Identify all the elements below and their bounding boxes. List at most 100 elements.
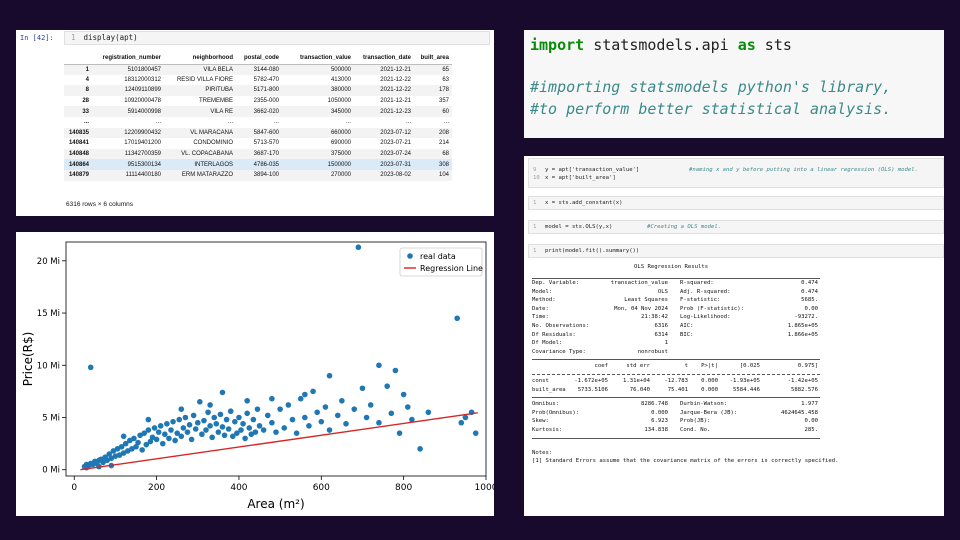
data-point	[285, 402, 292, 408]
row-index: 140848	[64, 148, 92, 160]
module-alias: sts	[755, 36, 792, 54]
data-point	[225, 426, 232, 432]
table-cell: 2023-07-12	[354, 127, 414, 139]
column-header: neighborhood	[164, 52, 236, 65]
data-point	[166, 435, 172, 442]
diag-label: Cond. No.	[680, 427, 711, 433]
table-cell: VILA BELA	[164, 64, 236, 75]
coef-value: 75.401	[667, 386, 688, 393]
diag-label: Omnibus:	[532, 401, 559, 408]
table-cell: 65	[414, 64, 452, 75]
data-point	[162, 431, 168, 438]
data-point	[217, 411, 224, 418]
summary-label: Date:	[532, 305, 549, 312]
data-point	[404, 404, 411, 410]
data-point	[106, 451, 113, 457]
summary-value: -93272.	[794, 314, 818, 321]
row-index: ...	[83, 119, 89, 126]
data-point	[139, 447, 145, 453]
summary-separator	[532, 437, 820, 439]
table-cell: 60	[414, 106, 452, 117]
table-row: 140879 11114400180 ERM MATARAZZO 3894-100 27…	[64, 169, 452, 181]
table-cell: 11114400180	[92, 169, 164, 181]
table-cell: 68	[414, 148, 452, 160]
code-cell-define-xy[interactable]: 9 y = apt['transaction_value'] #naming x a…	[528, 158, 944, 188]
table-cell: 3687-170	[236, 148, 282, 160]
table-cell: 2021-12-21	[380, 98, 411, 105]
data-point	[100, 459, 106, 466]
line-number: 10	[533, 175, 540, 181]
table-cell: ...	[273, 119, 279, 126]
column-header: transaction_value	[282, 52, 354, 65]
cell-prompt: In [42]:	[20, 34, 54, 42]
import-keyword: import	[530, 36, 585, 54]
summary-value: 1.866e+05	[787, 331, 818, 338]
data-point	[269, 419, 275, 426]
x-tick-label: 0	[71, 483, 77, 493]
table-cell: 4786-035	[236, 159, 282, 170]
table-cell: 178	[414, 85, 452, 96]
table-cell: ERM MATARAZZO	[164, 169, 236, 181]
code-cell-add-constant[interactable]: 1 x = sts.add_constant(x)	[528, 196, 944, 210]
diag-label: Skew:	[532, 418, 549, 425]
code-cell-create-model[interactable]: 1 model = sts.OLS(y,x) #Creating a OLS mod…	[528, 220, 944, 234]
data-point	[153, 436, 160, 443]
data-point	[454, 315, 460, 322]
legend-label-real-data: real data	[420, 252, 456, 261]
code-comment: #Creating a OLS model.	[647, 224, 722, 230]
table-cell: 5914000998	[92, 106, 164, 117]
data-point	[120, 450, 127, 456]
row-index: 140879	[64, 169, 92, 181]
code-cell-display[interactable]: 1 display(apt)	[64, 31, 490, 45]
row-index: 140841	[68, 140, 89, 147]
data-point	[178, 406, 185, 412]
table-cell: ...	[405, 119, 411, 126]
coef-value: -1.42e+05	[787, 378, 818, 384]
x-axis-label: Area (m²)	[247, 497, 304, 511]
code-cell-print-summary[interactable]: 1 print(model.fit().summary())	[528, 244, 944, 258]
coef-header: P>|t|	[701, 363, 718, 370]
summary-separator	[532, 374, 820, 375]
legend-label-regression: Regression Line	[420, 264, 483, 273]
table-cell: 214	[438, 140, 449, 147]
data-point	[302, 391, 308, 398]
diag-value: 0.000	[651, 409, 668, 416]
data-point	[326, 427, 333, 433]
table-cell: TREMEMBE	[198, 98, 233, 105]
x-tick-label: 200	[148, 483, 165, 493]
row-index: 28	[82, 98, 89, 105]
import-statement[interactable]: import statsmodels.api as sts	[530, 36, 792, 54]
data-point	[120, 433, 127, 440]
diag-label: Kurtosis:	[532, 427, 563, 433]
table-cell: 12409110899	[92, 85, 164, 96]
data-point	[229, 433, 236, 440]
data-point	[223, 416, 230, 423]
code-text: display(apt)	[83, 33, 138, 42]
data-point	[131, 435, 137, 442]
data-point	[244, 410, 250, 417]
table-row: 140835 12209900432 VL MARACANA 5847-600 6600…	[64, 127, 452, 139]
table-cell: 690000	[330, 140, 351, 147]
table-row: 8 12409110899 PIRITUBA 5171-800 380000 2021-1…	[64, 85, 452, 96]
line-number: 1	[71, 33, 76, 42]
coef-value: -12.783	[664, 378, 688, 384]
code-line: 9 y = apt['transaction_value'] #naming x a…	[533, 167, 918, 173]
table-cell: ...	[345, 119, 351, 126]
diag-value: 4624645.458	[780, 409, 818, 416]
y-axis-label: Price(R$)	[21, 332, 35, 387]
coef-header: [0.025	[739, 363, 760, 370]
summary-value: OLS	[657, 288, 668, 295]
coef-value: 5882.576	[791, 386, 818, 393]
data-point	[297, 395, 304, 402]
data-point	[205, 409, 211, 416]
table-cell: 12209900432	[92, 127, 164, 139]
coef-value: 0.000	[701, 386, 718, 393]
summary-separator	[532, 278, 820, 279]
summary-label: R-squared:	[680, 280, 714, 286]
dataframe-output-panel: In [42]: 1 display(apt) registration_numb…	[16, 30, 494, 216]
data-point	[168, 427, 174, 433]
data-point	[114, 446, 121, 452]
diag-value: 0.00	[804, 418, 818, 425]
coef-value: 0.000	[701, 378, 718, 384]
summary-label: Df Residuals:	[532, 331, 576, 338]
